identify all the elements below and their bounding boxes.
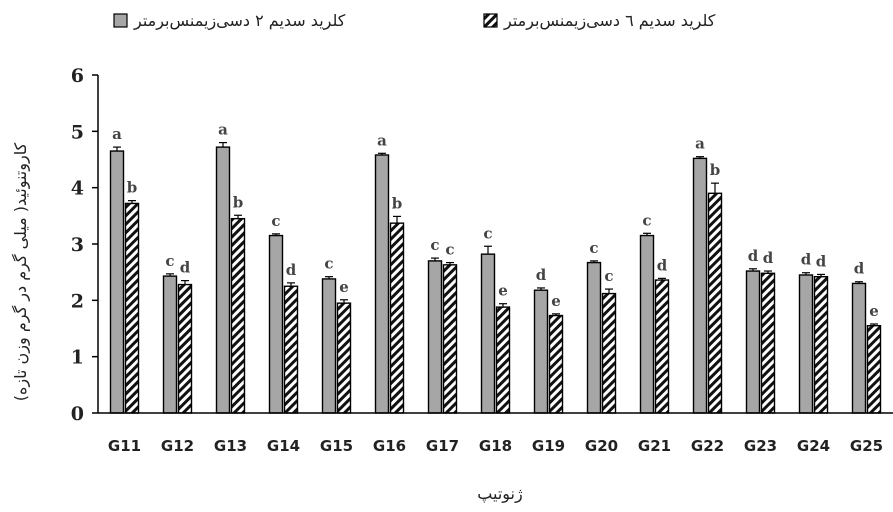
x-tick-label: G20 — [585, 437, 618, 455]
significance-letter: a — [695, 135, 705, 153]
legend-item-2: کلرید سدیم ٦ دسی‌زیمنس‌برمتر — [483, 11, 716, 31]
bar-1-G23 — [745, 270, 761, 414]
significance-letter: a — [112, 125, 122, 143]
significance-letter: c — [324, 255, 333, 273]
bar-1-G21 — [639, 234, 655, 414]
bar-1-G20 — [586, 261, 602, 414]
significance-letter: e — [551, 292, 561, 310]
significance-letter: c — [271, 212, 280, 230]
significance-letter: e — [869, 302, 879, 320]
significance-letter: d — [536, 266, 547, 284]
significance-letter: c — [430, 236, 439, 254]
significance-letter: b — [710, 161, 721, 179]
bar-2-G11 — [124, 202, 140, 414]
y-axis: 0 1 2 3 4 5 6 — [71, 65, 99, 425]
x-tick-label: G14 — [267, 437, 300, 455]
bar-1-G15 — [321, 278, 337, 414]
x-tick-label: G25 — [850, 437, 883, 455]
bar-1-G18 — [480, 253, 496, 414]
bar-2-G18 — [495, 306, 511, 414]
y-tick-label: 5 — [71, 121, 84, 143]
bar-2-G19 — [548, 314, 564, 414]
legend: کلرید سدیم ۲ دسی‌زیمنس‌برمتر کلرید سدیم … — [113, 11, 716, 31]
bar-2-G12 — [177, 283, 193, 414]
x-tick-label: G21 — [638, 437, 671, 455]
bar-1-G13 — [215, 146, 231, 414]
significance-letter: d — [657, 256, 668, 274]
bar-2-G15 — [336, 302, 352, 414]
bar-1-G17 — [427, 260, 443, 414]
significance-letter: e — [498, 282, 508, 300]
bar-1-G22 — [692, 157, 708, 414]
x-tick-label: G16 — [373, 437, 406, 455]
significance-letter: e — [339, 278, 349, 296]
significance-letter: a — [377, 131, 387, 149]
significance-letter: d — [180, 259, 191, 277]
bar-2-G24 — [813, 275, 829, 414]
significance-letter: c — [165, 252, 174, 270]
x-tick-label: G11 — [108, 437, 141, 455]
significance-letter: b — [233, 193, 244, 211]
bar-2-G25 — [866, 324, 882, 414]
x-axis: G11 G12 G13 G14 G15 G16 G17 G18 G19 G20 G21 G22 G23 G… — [98, 412, 893, 455]
legend-swatch-2 — [483, 13, 498, 28]
significance-letter: c — [483, 224, 492, 242]
significance-letter: c — [642, 211, 651, 229]
significance-letter: c — [604, 267, 613, 285]
x-tick-label: G22 — [691, 437, 724, 455]
legend-label-2: کلرید سدیم ٦ دسی‌زیمنس‌برمتر — [503, 11, 716, 31]
x-tick-label: G13 — [214, 437, 247, 455]
significance-letter: c — [445, 241, 454, 259]
significance-letter: d — [763, 249, 774, 267]
y-tick-label: 0 — [71, 403, 84, 425]
y-tick-label: 6 — [71, 65, 84, 87]
bar-2-G20 — [601, 292, 617, 414]
y-tick-label: 1 — [71, 347, 84, 369]
x-axis-title: ژنوتیپ — [477, 484, 523, 504]
bar-1-G16 — [374, 154, 390, 414]
significance-letter: a — [218, 121, 228, 139]
y-tick-label: 3 — [71, 234, 84, 256]
bar-2-G16 — [389, 222, 405, 414]
legend-item-1: کلرید سدیم ۲ دسی‌زیمنس‌برمتر — [113, 11, 346, 31]
significance-letter: d — [854, 260, 865, 278]
bar-1-G11 — [109, 150, 125, 414]
bar-1-G14 — [268, 234, 284, 414]
bar-2-G14 — [283, 285, 299, 414]
bar-2-G22 — [707, 192, 723, 414]
x-tick-label: G23 — [744, 437, 777, 455]
bar-2-G17 — [442, 264, 458, 414]
significance-letter: d — [801, 251, 812, 269]
x-tick-label: G18 — [479, 437, 512, 455]
bar-1-G12 — [162, 275, 178, 414]
significance-letter: c — [589, 239, 598, 257]
bar-2-G21 — [654, 279, 670, 414]
y-axis-title: کاروتنوئید( میلی گرم در گرم وزن تازه) — [11, 142, 31, 401]
bar-1-G24 — [798, 274, 814, 414]
y-tick-label: 4 — [71, 178, 84, 200]
bar-2-G23 — [760, 272, 776, 414]
x-tick-label: G17 — [426, 437, 459, 455]
y-tick-label: 2 — [71, 290, 84, 312]
bar-2-G13 — [230, 217, 246, 414]
significance-letter: d — [816, 252, 827, 270]
significance-letter: d — [286, 261, 297, 279]
x-tick-label: G24 — [797, 437, 830, 455]
bar-1-G25 — [851, 282, 867, 414]
significance-letter: b — [392, 194, 403, 212]
significance-letter: b — [127, 179, 138, 197]
x-tick-label: G15 — [320, 437, 353, 455]
legend-label-1: کلرید سدیم ۲ دسی‌زیمنس‌برمتر — [133, 11, 346, 31]
bar-1-G19 — [533, 289, 549, 414]
x-tick-label: G19 — [532, 437, 565, 455]
legend-swatch-1 — [113, 13, 128, 28]
x-tick-label: G12 — [161, 437, 194, 455]
significance-letter: d — [748, 247, 759, 265]
